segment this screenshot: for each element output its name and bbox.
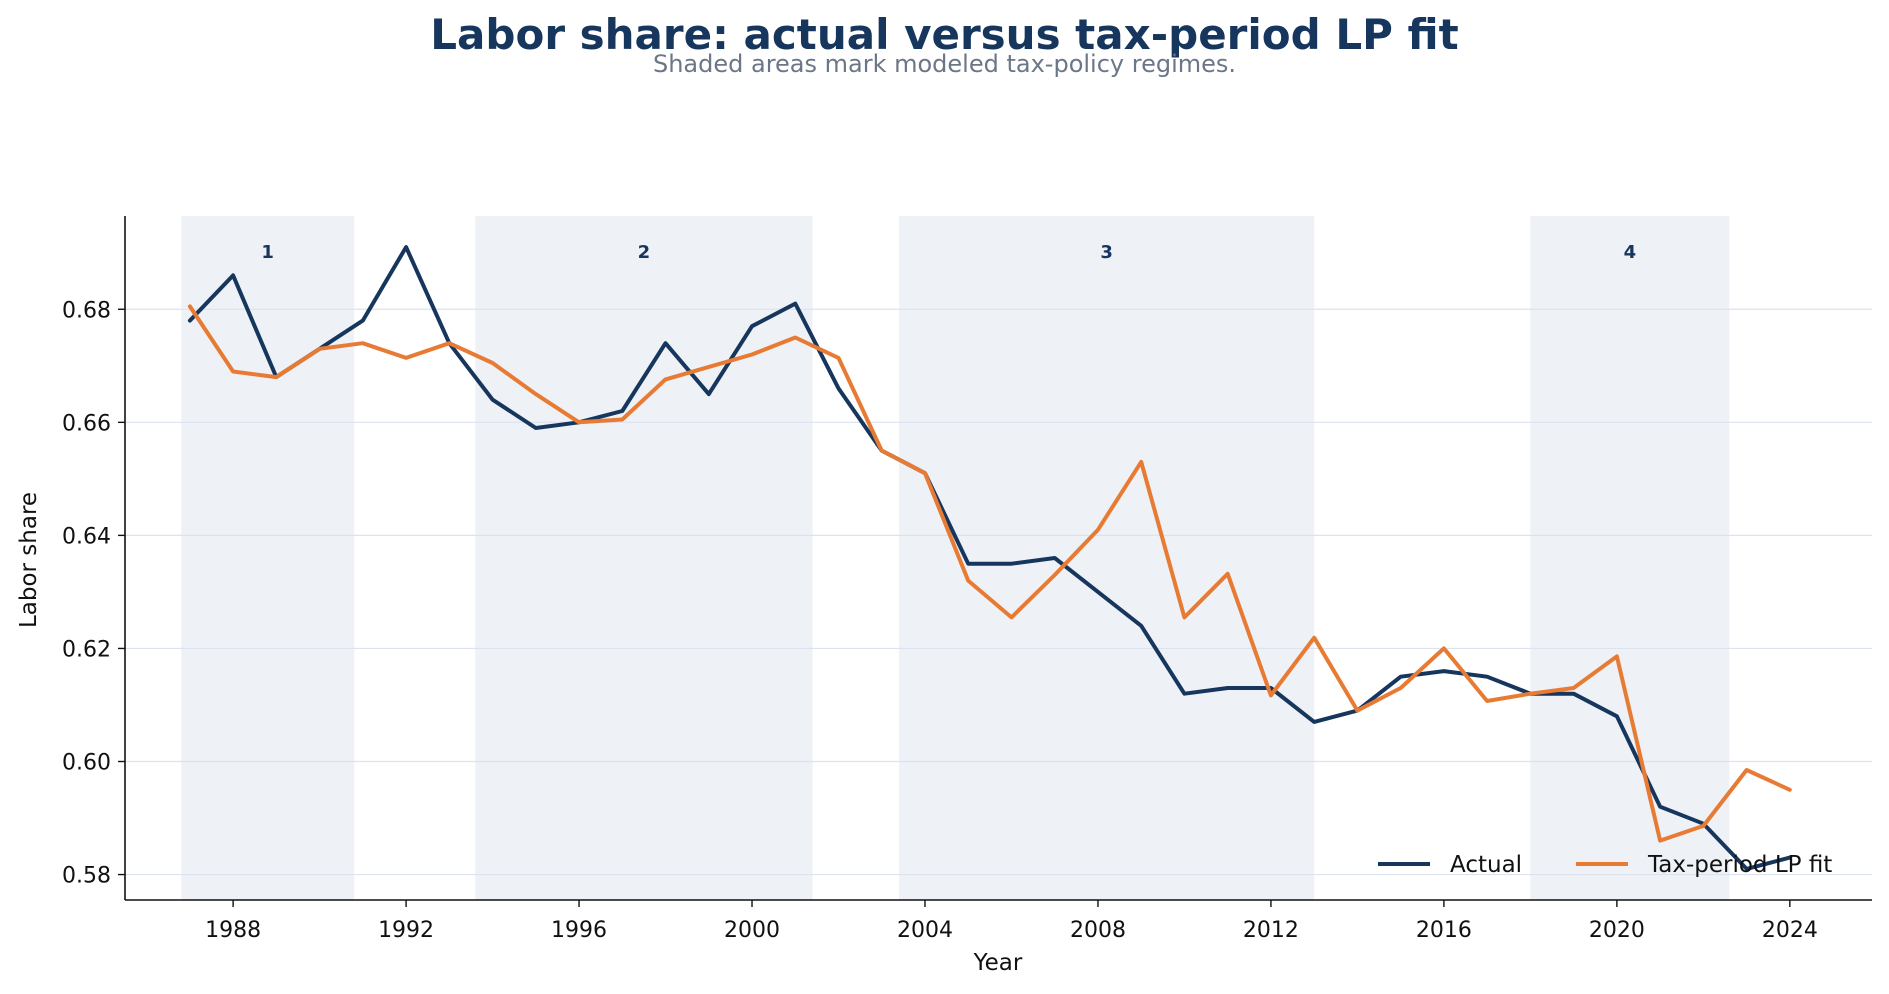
x-tick-label: 2000 xyxy=(724,918,780,943)
x-tick-label: 1996 xyxy=(551,918,607,943)
regime-label-2: 2 xyxy=(638,242,651,263)
regime-label-4: 4 xyxy=(1624,242,1637,263)
x-tick-label: 2008 xyxy=(1070,918,1126,943)
x-tick-label: 1988 xyxy=(205,918,261,943)
legend-label-fit: Tax-period LP fit xyxy=(1647,852,1832,878)
x-axis-label: Year xyxy=(973,950,1023,976)
chart-subtitle: Shaded areas mark modeled tax-policy reg… xyxy=(652,50,1237,78)
y-axis-label: Labor share xyxy=(16,492,42,628)
regime-band-2 xyxy=(475,216,813,900)
y-tick-label: 0.58 xyxy=(62,864,111,889)
y-tick-label: 0.60 xyxy=(62,751,111,776)
series-line-actual xyxy=(187,245,1792,871)
x-tick-label: 2004 xyxy=(897,918,953,943)
x-tick-label: 1992 xyxy=(378,918,434,943)
y-tick-label: 0.64 xyxy=(62,524,111,549)
legend-label-actual: Actual xyxy=(1450,852,1522,878)
legend: Actual Tax-period LP fit xyxy=(1378,852,1832,878)
regime-band-3 xyxy=(899,216,1315,900)
x-tick-label: 2012 xyxy=(1243,918,1299,943)
series-line-fit xyxy=(187,304,1792,843)
x-tick-label: 2024 xyxy=(1762,918,1818,943)
regime-band-1 xyxy=(181,216,355,900)
y-tick-label: 0.66 xyxy=(62,411,111,436)
x-tick-label: 2020 xyxy=(1589,918,1645,943)
axes-layer: 0.58 0.60 0.62 0.64 0.66 0.68 1988 1992 1996 2000… xyxy=(62,216,1872,943)
regime-label-3: 3 xyxy=(1100,242,1113,263)
regime-label-1: 1 xyxy=(261,242,274,263)
regime-band-4 xyxy=(1530,216,1730,900)
regime-shading-layer: 1 2 3 4 xyxy=(181,216,1730,900)
y-tick-label: 0.68 xyxy=(62,298,111,323)
x-tick-label: 2016 xyxy=(1416,918,1472,943)
grid-layer xyxy=(125,308,1872,876)
series-layer xyxy=(187,245,1792,871)
y-tick-label: 0.62 xyxy=(62,637,111,662)
chart-title: Labor share: actual versus tax-period LP… xyxy=(430,10,1459,59)
